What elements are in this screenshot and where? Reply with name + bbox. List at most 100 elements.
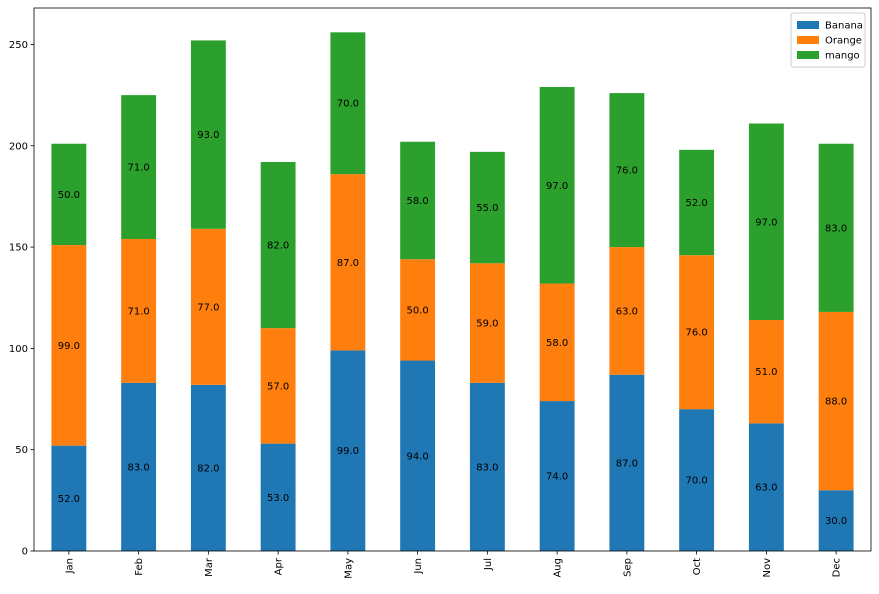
bar-banana-nov <box>748 423 784 551</box>
y-tick-label: 200 <box>9 141 28 152</box>
legend: Banana Orange mango <box>790 12 866 68</box>
bar-banana-aug <box>539 401 575 551</box>
x-tick-label-dec: Dec <box>832 558 843 577</box>
legend-label-banana: Banana <box>825 21 863 32</box>
data-label-mango-dec: 83.0 <box>825 223 847 234</box>
axes-frame <box>33 7 872 552</box>
data-label-orange-jul: 59.0 <box>476 319 498 330</box>
x-tick-label-nov: Nov <box>762 558 773 578</box>
bar-mango-feb <box>121 95 157 239</box>
x-tick-label-may: May <box>343 558 354 579</box>
data-label-banana-aug: 74.0 <box>546 472 568 483</box>
bar-mango-sep <box>609 93 645 248</box>
data-label-mango-nov: 97.0 <box>755 217 777 228</box>
bar-orange-jan <box>51 245 87 446</box>
bar-mango-may <box>330 32 366 175</box>
bar-orange-jul <box>469 263 505 383</box>
data-label-banana-dec: 30.0 <box>825 516 847 527</box>
data-label-banana-nov: 63.0 <box>755 483 777 494</box>
data-label-mango-oct: 52.0 <box>685 198 707 209</box>
y-tick-label: 250 <box>9 40 28 51</box>
data-label-orange-jun: 50.0 <box>406 305 428 316</box>
x-tick-label-apr: Apr <box>274 557 285 575</box>
legend-label-mango: mango <box>825 51 860 62</box>
data-label-banana-mar: 82.0 <box>197 463 219 474</box>
bar-orange-apr <box>260 328 296 444</box>
bar-banana-jan <box>51 445 87 551</box>
bar-mango-dec <box>818 143 854 312</box>
data-label-banana-oct: 70.0 <box>685 476 707 487</box>
y-tick-label: 50 <box>15 445 28 456</box>
data-label-mango-apr: 82.0 <box>267 241 289 252</box>
bar-mango-oct <box>679 149 715 256</box>
bar-banana-dec <box>818 490 854 551</box>
data-label-banana-sep: 87.0 <box>616 458 638 469</box>
data-label-banana-jun: 94.0 <box>406 451 428 462</box>
data-label-mango-jul: 55.0 <box>476 203 498 214</box>
x-tick-label-sep: Sep <box>622 558 633 577</box>
bar-orange-aug <box>539 283 575 402</box>
x-tick-label-jun: Jun <box>413 558 424 575</box>
bar-orange-nov <box>748 320 784 424</box>
x-tick-label-aug: Aug <box>553 558 564 578</box>
data-label-orange-oct: 76.0 <box>685 328 707 339</box>
bar-mango-jul <box>469 151 505 264</box>
data-label-mango-aug: 97.0 <box>546 181 568 192</box>
data-label-orange-sep: 63.0 <box>616 306 638 317</box>
data-label-orange-nov: 51.0 <box>755 367 777 378</box>
data-label-banana-jan: 52.0 <box>58 494 80 505</box>
data-label-mango-mar: 93.0 <box>197 130 219 141</box>
bar-orange-oct <box>679 255 715 410</box>
bar-orange-sep <box>609 247 645 375</box>
bar-banana-sep <box>609 374 645 551</box>
x-axis: Jan Feb Mar Apr May Jun Jul Aug Sep Oct Nov Dec <box>64 551 843 579</box>
legend-swatch-banana <box>797 21 819 29</box>
legend-label-orange: Orange <box>825 36 862 47</box>
data-label-mango-sep: 76.0 <box>616 166 638 177</box>
legend-swatch-mango <box>797 51 819 59</box>
bar-mango-jun <box>400 141 436 260</box>
bar-orange-jun <box>400 259 436 361</box>
data-label-orange-apr: 57.0 <box>267 381 289 392</box>
plot-area: 52.0 99.0 50.0 83.0 71.0 71.0 82.0 77.0 93.0 53.0… <box>33 7 872 552</box>
bar-mango-jan <box>51 143 87 246</box>
data-label-orange-jan: 99.0 <box>58 341 80 352</box>
y-tick-label: 100 <box>9 344 28 355</box>
bar-orange-feb <box>121 238 157 383</box>
x-tick-label-jul: Jul <box>483 558 494 571</box>
bar-mango-aug <box>539 87 575 284</box>
legend-swatch-orange <box>797 36 819 44</box>
data-label-mango-jun: 58.0 <box>406 196 428 207</box>
bar-banana-jun <box>400 360 436 551</box>
bar-banana-feb <box>121 382 157 551</box>
bar-orange-mar <box>190 228 226 385</box>
data-label-banana-apr: 53.0 <box>267 493 289 504</box>
data-label-orange-aug: 58.0 <box>546 338 568 349</box>
data-label-mango-jan: 50.0 <box>58 190 80 201</box>
y-axis: 0 50 100 150 200 250 <box>9 40 34 558</box>
data-label-orange-may: 87.0 <box>337 258 359 269</box>
x-tick-label-feb: Feb <box>134 558 145 576</box>
data-label-orange-mar: 77.0 <box>197 302 219 313</box>
y-tick-label: 150 <box>9 243 28 254</box>
x-tick-label-jan: Jan <box>64 558 75 574</box>
bar-mango-mar <box>190 40 226 229</box>
bar-banana-may <box>330 350 366 551</box>
x-tick-label-oct: Oct <box>692 558 703 575</box>
data-label-orange-feb: 71.0 <box>127 306 149 317</box>
bar-banana-jul <box>469 382 505 551</box>
data-label-banana-feb: 83.0 <box>127 462 149 473</box>
bar-orange-may <box>330 174 366 351</box>
bar-banana-mar <box>190 384 226 551</box>
data-label-banana-may: 99.0 <box>337 446 359 457</box>
bar-mango-apr <box>260 161 296 329</box>
data-label-mango-may: 70.0 <box>337 99 359 110</box>
data-label-mango-feb: 71.0 <box>127 163 149 174</box>
bar-mango-nov <box>748 123 784 321</box>
data-label-banana-jul: 83.0 <box>476 462 498 473</box>
bar-banana-apr <box>260 443 296 551</box>
y-tick-label: 0 <box>22 547 28 558</box>
bar-orange-dec <box>818 311 854 491</box>
